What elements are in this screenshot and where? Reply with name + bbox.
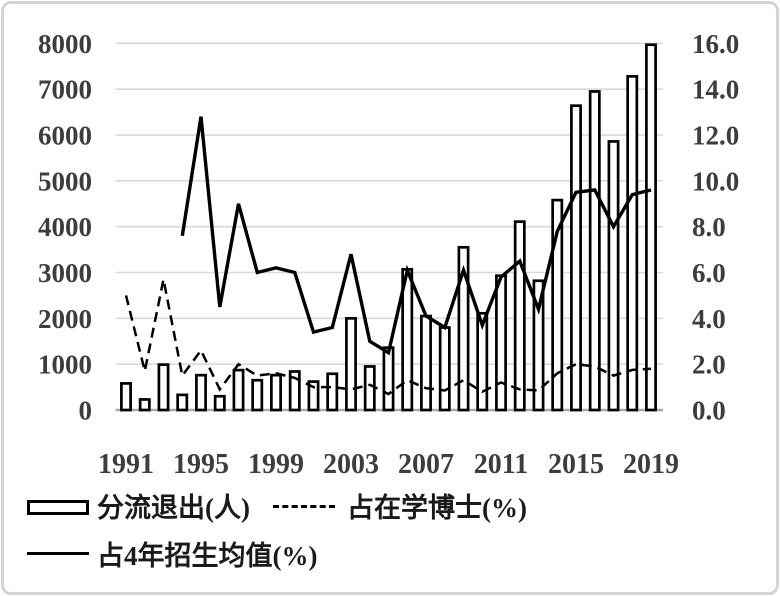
left-axis-tick-label: 0 <box>79 396 93 426</box>
bar-2019 <box>645 43 657 412</box>
legend-solid-swatch <box>27 552 89 555</box>
right-axis-tick-label: 6.0 <box>692 258 726 288</box>
bar-2002 <box>326 372 339 412</box>
legend-bar-swatch <box>27 500 89 515</box>
left-axis-tick-label: 8000 <box>38 29 92 59</box>
x-axis-tick-label: 1991 <box>98 449 154 480</box>
bar-2005 <box>382 346 395 412</box>
left-axis-tick-label: 4000 <box>38 212 92 242</box>
bar-1998 <box>251 378 264 412</box>
right-axis-tick-label: 10.0 <box>692 166 739 196</box>
bar-1997 <box>232 368 245 412</box>
legend-dashed-swatch <box>273 505 335 508</box>
bar-2011 <box>495 274 507 412</box>
right-axis-tick-label: 4.0 <box>692 304 726 334</box>
bar-2004 <box>363 365 376 412</box>
right-axis-tick-label: 12.0 <box>692 121 739 151</box>
x-axis-tick-label: 2015 <box>548 449 604 480</box>
bar-2015 <box>570 104 582 412</box>
x-axis-tick-label: 2011 <box>474 449 528 480</box>
right-axis-tick-label: 16.0 <box>692 29 739 59</box>
left-axis-tick-label: 5000 <box>38 166 92 196</box>
bar-2000 <box>288 370 301 412</box>
bar-2013 <box>532 279 545 412</box>
bar-2014 <box>551 198 564 412</box>
left-axis-tick-label: 7000 <box>38 75 92 105</box>
left-axis-tick-label: 3000 <box>38 258 92 288</box>
bar-1993 <box>157 363 170 412</box>
right-axis-tick-label: 0.0 <box>692 396 726 426</box>
bar-2009 <box>457 245 470 412</box>
bar-1994 <box>176 393 189 412</box>
bar-2018 <box>626 75 639 412</box>
bar-2016 <box>588 90 601 412</box>
right-axis-tick-label: 2.0 <box>692 350 726 380</box>
left-axis-tick-label: 6000 <box>38 121 92 151</box>
bar-2012 <box>513 220 526 412</box>
x-axis-tick-label: 2007 <box>398 449 454 480</box>
legend-bar-label: 分流退出(人) <box>97 493 250 523</box>
right-axis-tick-label: 14.0 <box>692 75 739 105</box>
bar-2017 <box>607 140 620 412</box>
bar-2007 <box>420 314 432 412</box>
x-axis-tick-label: 2019 <box>623 449 679 480</box>
legend-solid-label: 占4年招生均值(%) <box>97 541 318 571</box>
left-axis-tick-label: 1000 <box>38 350 92 380</box>
combo-chart: 0 1000 2000 3000 4000 5000 6000 7000 8000 0.0 2.0 4… <box>38 29 739 480</box>
x-axis-tick-label: 2003 <box>323 449 379 480</box>
bar-1991 <box>120 382 132 412</box>
bar-1996 <box>213 394 226 412</box>
bar-1999 <box>270 373 282 412</box>
left-axis-tick-label: 2000 <box>38 304 92 334</box>
dashed-line-series <box>124 279 652 396</box>
solid-line-series <box>180 116 652 356</box>
bar-1992 <box>138 398 151 412</box>
bar-2003 <box>345 316 357 412</box>
bar-2008 <box>438 326 451 412</box>
bar-2010 <box>476 311 489 412</box>
x-axis-tick-label: 1999 <box>248 449 304 480</box>
legend-dashed-label: 占在学博士(%) <box>347 493 527 523</box>
bar-2001 <box>307 380 320 412</box>
x-axis-tick-label: 1995 <box>173 449 229 480</box>
bar-1995 <box>195 373 207 412</box>
right-axis-tick-label: 8.0 <box>692 212 726 242</box>
